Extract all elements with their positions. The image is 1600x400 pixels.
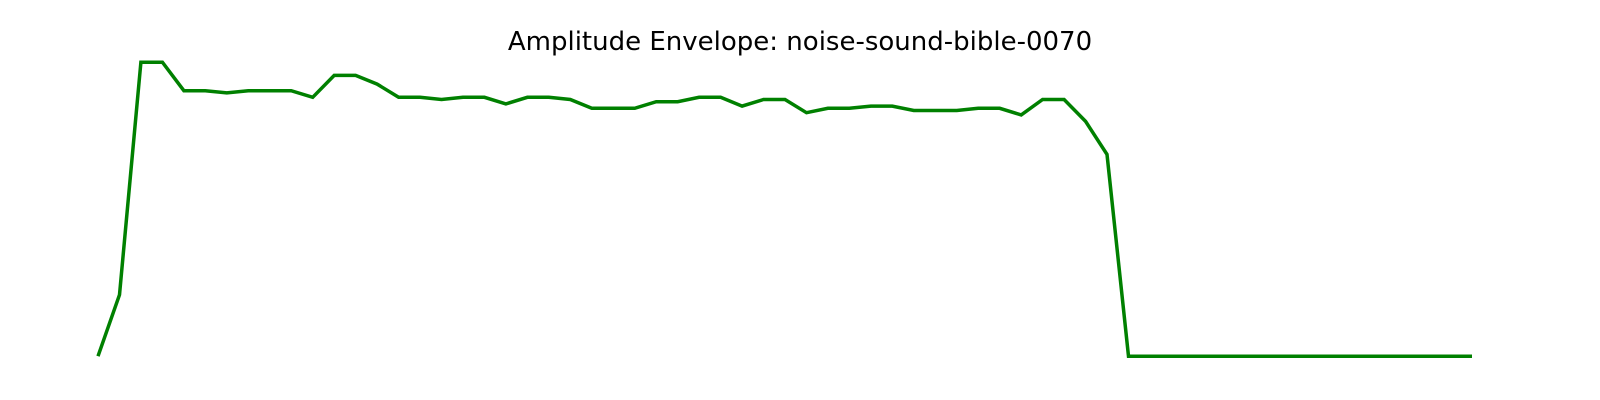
envelope-line bbox=[96, 60, 1472, 358]
plot-area bbox=[96, 60, 1472, 358]
chart-title: Amplitude Envelope: noise-sound-bible-00… bbox=[507, 27, 1093, 57]
